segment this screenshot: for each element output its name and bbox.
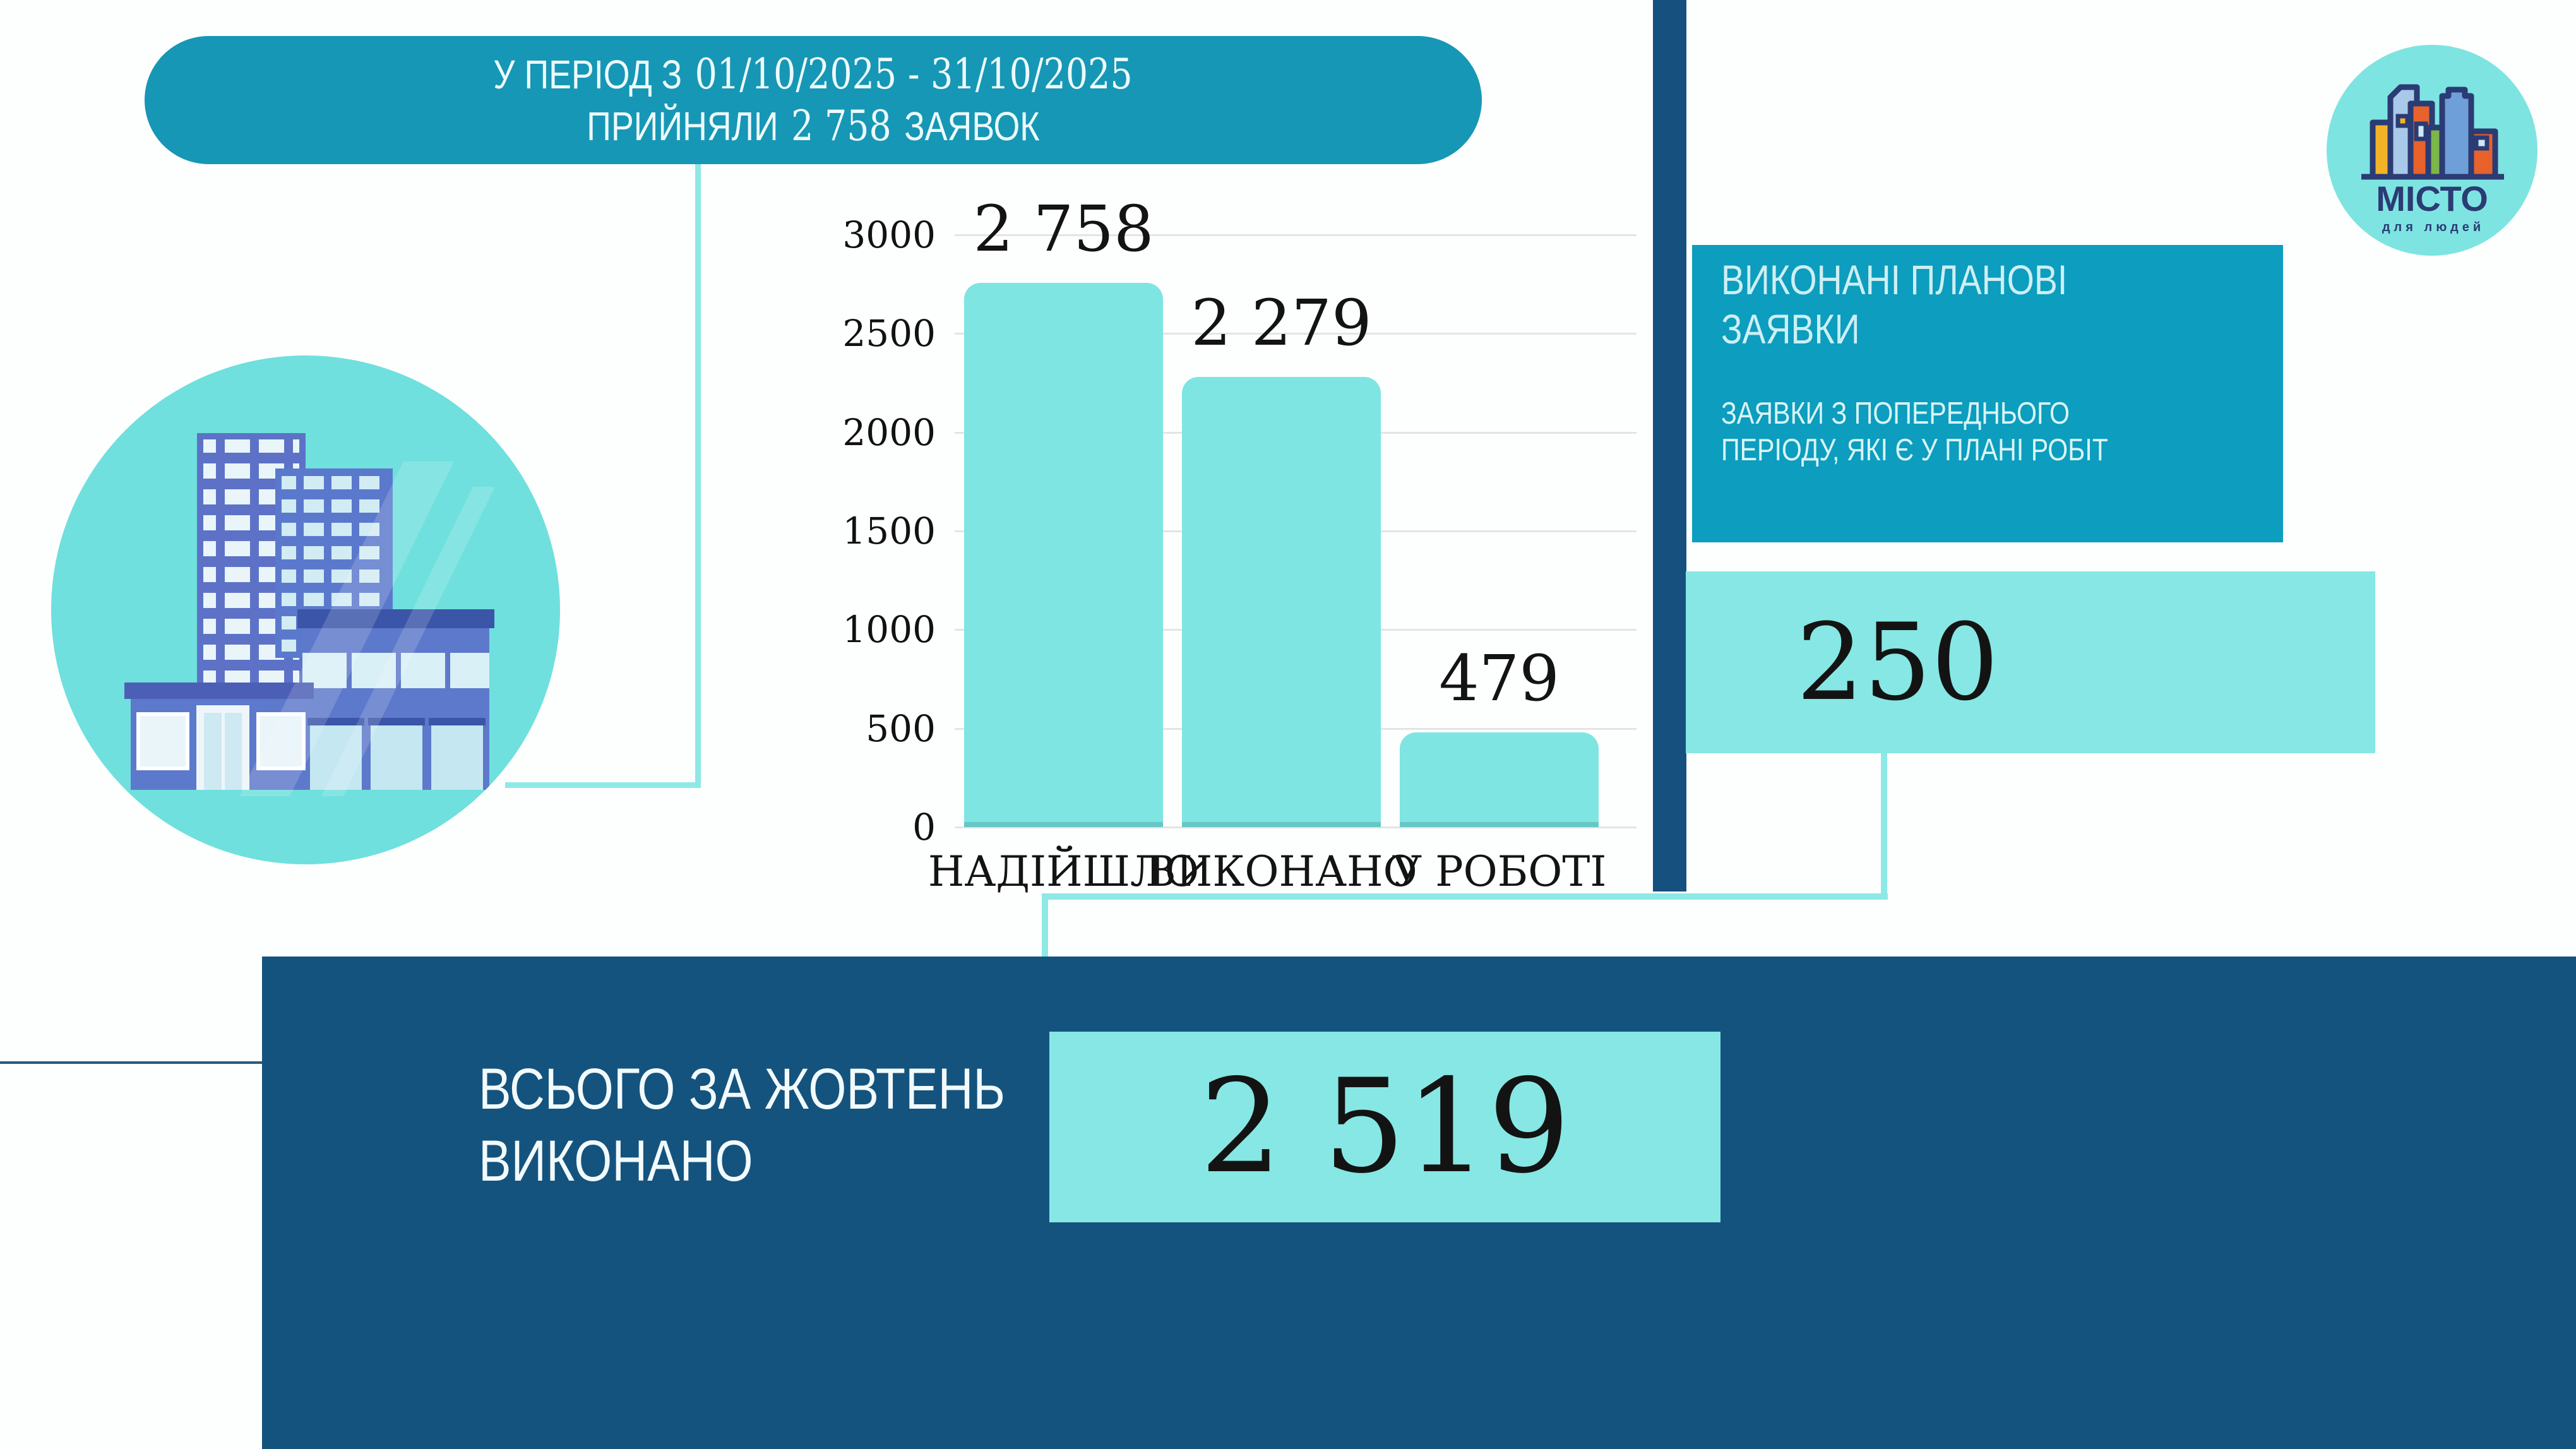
accent-stripe xyxy=(1653,0,1686,891)
bar-ВИКОНАНО xyxy=(1182,377,1381,827)
total-value: 2 519 xyxy=(1200,1052,1570,1202)
y-axis-tick: 1500 xyxy=(842,510,936,552)
bar-value-label: 479 xyxy=(1439,641,1559,716)
connector-circle-horizontal xyxy=(505,782,701,788)
y-axis-tick: 1000 xyxy=(842,608,936,652)
planned-panel: ВИКОНАНІ ПЛАНОВІ ЗАЯВКИ ЗАЯВКИ З ПОПЕРЕД… xyxy=(1692,245,2283,542)
planned-value-box: 250 xyxy=(1686,571,2375,753)
bar-НАДІЙШЛО xyxy=(964,282,1163,827)
total-value-box: 2 519 xyxy=(1049,1032,1720,1222)
connector-250-vertical xyxy=(1881,751,1887,900)
period-banner: У ПЕРІОД З 01/10/2025 - 31/10/2025 ПРИЙНЯ… xyxy=(145,36,1482,164)
bar-У РОБОТІ xyxy=(1400,732,1599,827)
period-banner-line1: У ПЕРІОД З 01/10/2025 - 31/10/2025 xyxy=(493,49,1133,98)
connector-main-horizontal xyxy=(1042,893,1888,900)
y-axis-tick: 3000 xyxy=(842,213,936,256)
y-axis-tick: 2500 xyxy=(842,312,936,355)
y-axis-tick: 500 xyxy=(866,707,936,750)
total-label: ВСЬОГО ЗА ЖОВТЕНЬ ВИКОНАНО xyxy=(479,1057,1006,1193)
x-axis-label: ВИКОНАНО xyxy=(1145,847,1417,896)
y-axis-tick: 2000 xyxy=(842,410,936,454)
thin-divider-line xyxy=(0,1061,262,1064)
gridline xyxy=(955,234,1637,236)
connector-banner-vertical xyxy=(695,161,701,788)
planned-value: 250 xyxy=(1796,600,1999,724)
logo-tagline: для людей xyxy=(2382,220,2484,234)
bar-value-label: 2 279 xyxy=(1191,286,1372,361)
planned-panel-title: ВИКОНАНІ ПЛАНОВІ ЗАЯВКИ xyxy=(1721,256,2068,352)
y-axis-tick: 0 xyxy=(912,806,936,849)
bar-value-label: 2 758 xyxy=(973,191,1154,266)
logo-name: МІСТО xyxy=(2376,179,2488,218)
gridline xyxy=(955,333,1637,335)
building-illustration-icon xyxy=(51,355,560,864)
planned-panel-subtitle: ЗАЯВКИ З ПОПЕРЕДНЬОГО ПЕРІОДУ, ЯКІ Є У П… xyxy=(1721,397,2108,467)
misto-logo-icon: МІСТО для людей xyxy=(2327,45,2537,256)
x-axis-label: НАДІЙШЛО xyxy=(927,847,1200,896)
x-axis-label: У РОБОТІ xyxy=(1392,847,1607,896)
period-banner-line2: ПРИЙНЯЛИ 2 758 ЗАЯВОК xyxy=(587,101,1040,150)
gridline xyxy=(955,826,1637,828)
